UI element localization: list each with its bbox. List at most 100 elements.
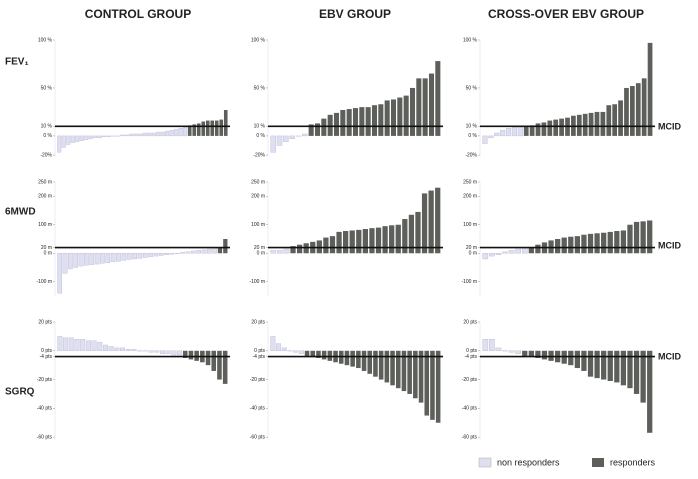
bar [415,211,421,254]
bar [270,250,277,254]
bar [171,350,177,356]
row-label: FEV₁ [5,57,29,68]
bar [277,250,283,254]
y-tick-label: -40 pts [462,406,478,412]
bar [428,73,435,136]
bar [106,135,111,138]
mcid-label: MCID [658,121,681,131]
y-tick-label: -60 pts [462,434,478,440]
bar [428,190,434,254]
bar [205,350,211,366]
bar [61,135,66,148]
bar [365,107,371,136]
bar [367,350,373,374]
bar [356,229,362,254]
bar [132,253,137,260]
bar [68,253,73,270]
y-tick-label: 0 m [257,251,265,257]
bar [373,350,378,377]
bar [93,135,98,139]
y-tick-label: 50 % [41,85,53,91]
bar [382,226,388,254]
bar [102,135,107,138]
bar [88,135,93,139]
bar [126,253,132,260]
bar [154,350,160,353]
y-tick-label: 100 % [251,37,266,43]
bar [336,231,342,254]
bar [568,350,574,366]
bar [270,336,276,351]
bar [435,350,441,423]
y-tick-label: -100 m [461,279,477,285]
y-tick-label: 10 % [41,124,53,130]
bar [180,252,185,254]
y-tick-label: -100 m [36,279,52,285]
bar [321,350,327,360]
bar [581,234,587,254]
bar [185,251,191,254]
bar [84,135,89,140]
bar [91,340,97,351]
bar [371,105,378,136]
bar [310,350,316,357]
bar [369,228,375,254]
bar [627,350,633,389]
bar [528,350,534,357]
bar [187,125,192,136]
y-tick-label: -40 pts [37,406,53,412]
y-tick-label: -20% [465,152,477,158]
bar [594,233,600,254]
bar [116,253,121,262]
bar [607,231,613,254]
bar [304,350,310,357]
y-tick-label: 10 % [254,124,266,130]
bar [156,131,161,137]
bar [390,350,395,386]
bar [125,349,131,351]
bar [74,339,80,351]
y-tick-label: 0 pts [254,348,265,354]
bar [601,232,607,254]
bar [407,350,412,394]
bar [641,78,647,136]
bar [296,244,303,254]
bar [177,350,183,356]
bar [223,239,228,254]
bar [600,111,606,136]
bar [340,110,346,136]
bar [329,236,336,254]
bar [298,350,304,354]
bar [352,108,359,136]
bar [594,350,600,379]
bar [344,350,350,366]
y-tick-label: 100 % [463,37,478,43]
bar [612,104,618,136]
bar [547,120,553,136]
legend-label: non responders [497,457,560,467]
bar [129,133,134,137]
y-tick-label: -20 pts [37,377,53,383]
bar [395,350,401,389]
bar [647,42,653,136]
bar [581,350,587,371]
bar [630,86,635,136]
bar [375,227,382,254]
bar [205,120,210,136]
bar [413,350,418,399]
bar [57,135,62,153]
bar [535,123,541,136]
y-tick-label: 100 m [463,222,477,228]
bar [302,133,308,137]
bar [138,133,143,137]
bar [182,350,188,358]
y-tick-label: 10 % [466,124,478,130]
bar [174,128,179,137]
bar [488,135,494,139]
bar [378,104,384,136]
bar [308,124,314,136]
bar [293,350,299,353]
bar [57,336,63,351]
bar [505,128,512,137]
